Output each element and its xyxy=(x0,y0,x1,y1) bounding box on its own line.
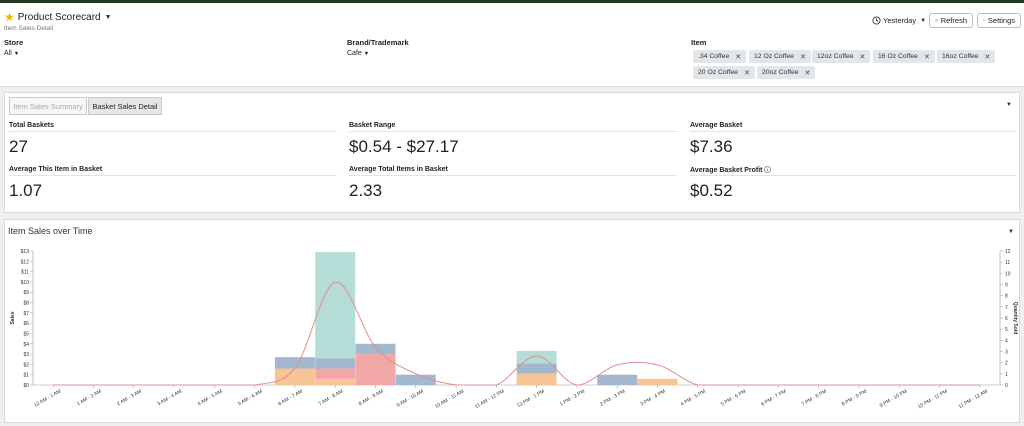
metric-value: $7.36 xyxy=(690,137,733,156)
brand-filter-label: Brand/Trademark xyxy=(347,38,409,47)
metric-value: 2.33 xyxy=(349,181,383,200)
chart-card xyxy=(4,219,1020,423)
page-title: Product Scorecard xyxy=(17,11,101,23)
item-filter-label: Item xyxy=(691,38,707,47)
tools-icon xyxy=(983,19,985,22)
divider xyxy=(690,175,1016,176)
metric-value: $0.54 - $27.17 xyxy=(349,137,459,156)
item-chip-label: 12 Oz Coffee xyxy=(754,53,794,60)
metric-label: Average Total Items in Basket xyxy=(349,166,448,173)
collapse-icon[interactable]: ▼ xyxy=(1006,102,1012,108)
divider xyxy=(9,175,337,176)
item-chip[interactable]: 20 Oz Coffee ✕ xyxy=(693,66,755,79)
metric-value: 1.07 xyxy=(9,181,43,200)
metric-label: Average Basket Profit xyxy=(690,166,772,174)
metric-label: Total Baskets xyxy=(9,122,54,129)
chart-title: Item Sales over Time xyxy=(8,226,93,236)
tab-basket-sales-detail[interactable]: Basket Sales Detail xyxy=(88,97,162,115)
store-filter-dropdown[interactable]: All ▼ xyxy=(4,50,19,57)
remove-chip-icon[interactable]: ✕ xyxy=(804,69,811,77)
chevron-down-icon: ▼ xyxy=(104,13,112,21)
metric-label: Average This Item in Basket xyxy=(9,166,103,173)
store-filter-value: All xyxy=(4,50,12,57)
divider xyxy=(690,131,1016,132)
item-chip-label: 20oz Coffee xyxy=(762,69,799,76)
chevron-down-icon: ▼ xyxy=(13,51,20,57)
header-panel: ★ Product Scorecard ▼ Item Sales Detail … xyxy=(0,3,1024,87)
metrics-card xyxy=(4,92,1020,213)
brand-filter-value: Cafe xyxy=(347,50,362,57)
item-chip[interactable]: 20oz Coffee ✕ xyxy=(757,66,816,79)
item-chip[interactable]: 16 Oz Coffee ✕ xyxy=(873,50,935,63)
refresh-label: Refresh xyxy=(940,16,967,25)
title-dropdown[interactable]: ★ Product Scorecard ▼ xyxy=(4,11,112,23)
star-icon: ★ xyxy=(4,10,15,24)
metric-value: 27 xyxy=(9,137,28,156)
divider xyxy=(349,175,677,176)
remove-chip-icon[interactable]: ✕ xyxy=(859,53,866,61)
settings-label: Settings xyxy=(987,16,1015,25)
divider xyxy=(9,131,337,132)
top-accent-bar xyxy=(0,0,1024,3)
chevron-down-icon: ▼ xyxy=(920,17,927,24)
divider xyxy=(349,131,677,132)
item-chip[interactable]: 16oz Coffee ✕ xyxy=(937,50,996,63)
store-filter-label: Store xyxy=(4,38,24,47)
item-chip[interactable]: .34 Coffee ✕ xyxy=(693,50,747,63)
page-subtitle: Item Sales Detail xyxy=(4,25,54,32)
remove-chip-icon[interactable]: ✕ xyxy=(735,53,742,61)
remove-chip-icon[interactable]: ✕ xyxy=(923,53,930,61)
item-chip-label: 20 Oz Coffee xyxy=(698,69,738,76)
metric-label-text: Average Basket Profit xyxy=(690,167,763,174)
tab-item-sales-summary[interactable]: Item Sales Summary xyxy=(9,97,87,115)
date-filter-label: Yesterday xyxy=(883,16,917,25)
clock-icon xyxy=(872,16,881,25)
collapse-icon[interactable]: ▼ xyxy=(1008,229,1014,235)
item-chip-label: 12oz Coffee xyxy=(817,53,854,60)
chevron-down-icon: ▼ xyxy=(363,51,370,57)
brand-filter-dropdown[interactable]: Cafe ▼ xyxy=(347,50,369,57)
info-icon[interactable] xyxy=(764,166,772,173)
item-chip[interactable]: 12 Oz Coffee ✕ xyxy=(749,50,811,63)
metric-label: Basket Range xyxy=(349,122,396,129)
settings-button[interactable]: Settings xyxy=(977,13,1021,28)
remove-chip-icon[interactable]: ✕ xyxy=(743,69,750,77)
metric-value: $0.52 xyxy=(690,181,733,200)
refresh-icon xyxy=(935,19,938,22)
item-chip-label: 16oz Coffee xyxy=(942,53,979,60)
item-chip-label: .34 Coffee xyxy=(698,53,730,60)
refresh-button[interactable]: Refresh xyxy=(929,13,973,28)
metric-label: Average Basket xyxy=(690,122,743,129)
remove-chip-icon[interactable]: ✕ xyxy=(984,53,991,61)
item-chip[interactable]: 12oz Coffee ✕ xyxy=(812,50,871,63)
date-filter-dropdown[interactable]: Yesterday ▼ xyxy=(872,16,926,25)
item-chip-label: 16 Oz Coffee xyxy=(878,53,918,60)
remove-chip-icon[interactable]: ✕ xyxy=(799,53,806,61)
